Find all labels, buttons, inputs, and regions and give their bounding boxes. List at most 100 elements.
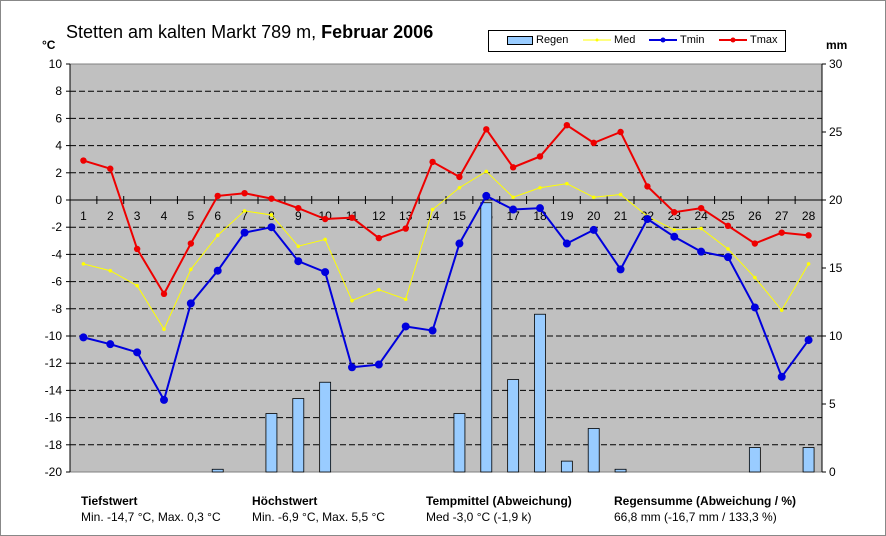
x-tick-label: 4 [161,209,168,223]
point-tmax [483,126,490,133]
x-tick-label: 9 [295,209,302,223]
bar-regen [292,398,305,473]
point-med [81,262,86,266]
point-med [484,169,489,174]
footer-heading: Höchstwert [252,494,318,508]
point-tmax [268,195,275,202]
legend-item-med: Med [583,34,635,46]
title-location: Stetten am kalten Markt 789 m, [66,22,317,42]
point-tmin [777,372,786,381]
point-tmax [348,214,356,221]
point-tmax [617,128,624,136]
footer-heading: Tempmittel (Abweichung) [426,494,572,508]
point-tmax [697,204,705,212]
point-tmax [456,173,463,181]
point-tmax [805,232,812,239]
point-tmax [778,229,785,236]
left-tick-label: -8 [51,302,62,316]
point-med [779,308,784,312]
point-med [726,247,730,251]
x-tick-label: 6 [214,209,221,223]
right-tick-label: 30 [829,57,843,71]
footer-min: Tiefstwert Min. -14,7 °C, Max. 0,3 °C [81,493,221,525]
right-tick-label: 10 [829,329,843,343]
legend-line-tmin [649,37,677,43]
x-tick-label: 27 [775,209,789,223]
point-tmax [590,139,597,147]
right-tick-label: 5 [829,397,836,411]
point-tmax [375,234,383,242]
left-tick-label: 6 [55,111,62,125]
legend-item-tmax: Tmax [719,34,778,46]
point-med [618,192,623,197]
point-tmin [348,363,356,372]
point-tmin [616,265,625,274]
point-tmax [644,183,651,190]
point-tmax [187,240,195,247]
point-med [323,237,327,242]
point-tmax [671,209,678,216]
left-tick-label: -20 [45,465,63,479]
x-tick-label: 15 [453,209,467,223]
point-tmax [107,165,114,172]
left-tick-label: 10 [49,57,63,71]
chart-title: Stetten am kalten Markt 789 m, Februar 2… [66,22,433,43]
footer-text: Min. -6,9 °C, Max. 5,5 °C [252,510,385,524]
footer-text: Med -3,0 °C (-1,9 k) [426,510,532,524]
footer-rain: Regensumme (Abweichung / %) 66,8 mm (-16,… [614,493,796,525]
left-tick-label: 4 [55,139,62,153]
x-tick-label: 17 [506,209,520,223]
legend-label: Tmin [680,34,705,46]
point-med [350,298,354,303]
point-med [538,185,542,190]
point-med [108,268,113,273]
point-tmax [429,158,436,166]
point-tmin [374,360,383,369]
point-tmax [241,190,248,197]
point-tmax [724,222,732,230]
left-tick-label: -10 [45,329,63,343]
left-tick-label: -18 [45,438,63,452]
x-tick-label: 26 [748,209,762,223]
point-tmin [401,322,410,331]
bar-regen [265,413,278,473]
point-tmin [724,253,732,262]
footer-text: 66,8 mm (-16,7 mm / 133,3 %) [614,510,777,524]
bar-regen [480,202,493,473]
legend-label: Tmax [750,34,778,46]
point-tmin [428,326,437,335]
point-tmax [402,225,409,232]
point-tmax [214,192,221,200]
line-med [83,170,810,331]
x-tick-label: 20 [587,209,601,223]
point-med [511,195,515,200]
point-tmax [536,153,544,160]
left-tick-label: -16 [45,411,63,425]
point-tmax [160,290,168,298]
right-axis-unit: mm [826,38,848,52]
footer-max: Höchstwert Min. -6,9 °C, Max. 5,5 °C [252,493,385,525]
legend: Regen Med Tmin Tmax [488,30,786,52]
point-tmax [133,245,141,253]
line-tmin [83,194,810,403]
bar-regen [319,381,332,473]
point-med [242,209,247,213]
x-tick-label: 25 [721,209,735,223]
point-tmin [509,205,518,214]
bar-regen [614,468,627,473]
legend-label: Regen [536,34,569,46]
point-med [403,297,408,302]
x-tick-label: 12 [372,209,386,223]
point-tmin [482,191,491,200]
bar-regen [453,413,466,473]
point-med [806,262,811,266]
point-tmax [563,122,571,129]
left-axis-unit: °C [42,38,56,52]
point-tmin [213,266,222,275]
point-tmin [536,204,544,213]
left-tick-label: -12 [45,356,63,370]
point-tmin [294,257,303,266]
point-tmin [562,239,571,248]
left-tick-label: -14 [45,383,63,397]
point-tmin [79,333,88,342]
